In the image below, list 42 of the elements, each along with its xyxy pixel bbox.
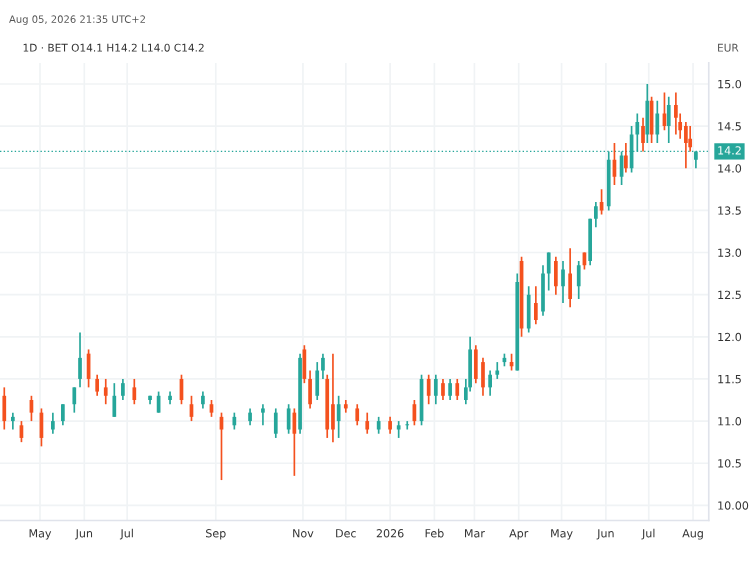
candlestick [481,357,485,397]
candlestick [121,378,125,401]
candlestick [405,420,410,431]
candlestick [526,285,531,334]
candlestick [261,403,265,427]
candlestick [95,373,100,397]
candlestick [11,411,15,431]
candlestick [448,378,452,401]
candlestick [561,260,565,304]
candlestick [488,369,492,397]
candlestick [286,403,291,435]
candlestick [576,260,581,300]
candlestick [426,373,431,406]
candlestick [455,378,460,401]
candlestick [568,247,572,309]
candlestick [365,411,370,435]
candlestick [473,344,478,384]
candlestick [666,95,671,144]
candlestick [441,378,445,401]
candlestick [641,116,645,153]
candlestick [655,100,660,144]
candlestick [336,394,341,439]
candlestick [112,382,117,418]
candlestick [684,121,688,170]
candlestick [2,386,7,431]
candlestick [533,285,538,325]
candlestick [61,403,65,427]
candlestick [315,361,320,401]
candlestick [554,255,558,296]
candlestick [645,83,650,144]
candlestick [433,373,438,406]
candlestick [495,361,500,380]
candlestick [132,378,137,406]
candlestick [51,411,55,435]
candlestick [78,331,82,389]
candlestick [674,91,678,136]
candlestick [355,403,360,427]
candlestick [72,386,77,414]
candlestick [273,407,278,439]
candlestick [103,378,108,406]
candlestick [331,352,335,443]
candlestick [624,142,628,174]
